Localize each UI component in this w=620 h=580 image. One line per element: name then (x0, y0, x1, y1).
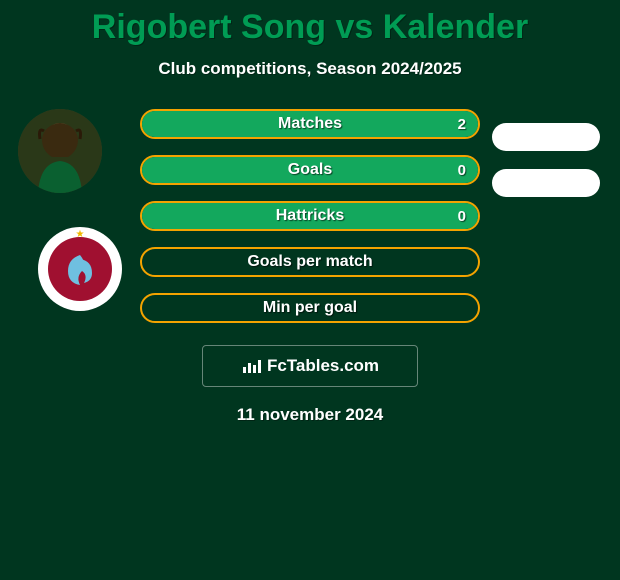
club-logo-inner (48, 237, 112, 301)
footer-brand-text: FcTables.com (267, 356, 379, 376)
stat-bar: Goals per match (140, 247, 480, 277)
club-logo: ★ (38, 227, 122, 311)
stat-bar: Matches2 (140, 109, 480, 139)
comparison-bubble (492, 123, 600, 151)
stat-bar: Goals0 (140, 155, 480, 185)
stat-bar-label: Goals (142, 161, 478, 179)
footer-brand: FcTables.com (202, 345, 418, 387)
stat-bar-label: Goals per match (142, 253, 478, 271)
chart-icon (241, 357, 263, 375)
stat-bar-value: 0 (458, 162, 466, 179)
stat-bar-label: Min per goal (142, 299, 478, 317)
stat-bars: Matches2Goals0Hattricks0Goals per matchM… (140, 109, 480, 323)
page-title: Rigobert Song vs Kalender (0, 0, 620, 47)
stat-bar-value: 0 (458, 208, 466, 225)
comparison-content: ★ Matches2Goals0Hattricks0Goals per matc… (0, 109, 620, 323)
stat-bar-label: Hattricks (142, 207, 478, 225)
stat-bar: Hattricks0 (140, 201, 480, 231)
footer-date: 11 november 2024 (0, 405, 620, 425)
player-avatar (18, 109, 102, 193)
comparison-bubble (492, 169, 600, 197)
star-icon: ★ (76, 229, 85, 240)
stat-bar: Min per goal (140, 293, 480, 323)
stat-bar-label: Matches (142, 115, 478, 133)
subtitle: Club competitions, Season 2024/2025 (0, 59, 620, 79)
stat-bar-value: 2 (458, 116, 466, 133)
